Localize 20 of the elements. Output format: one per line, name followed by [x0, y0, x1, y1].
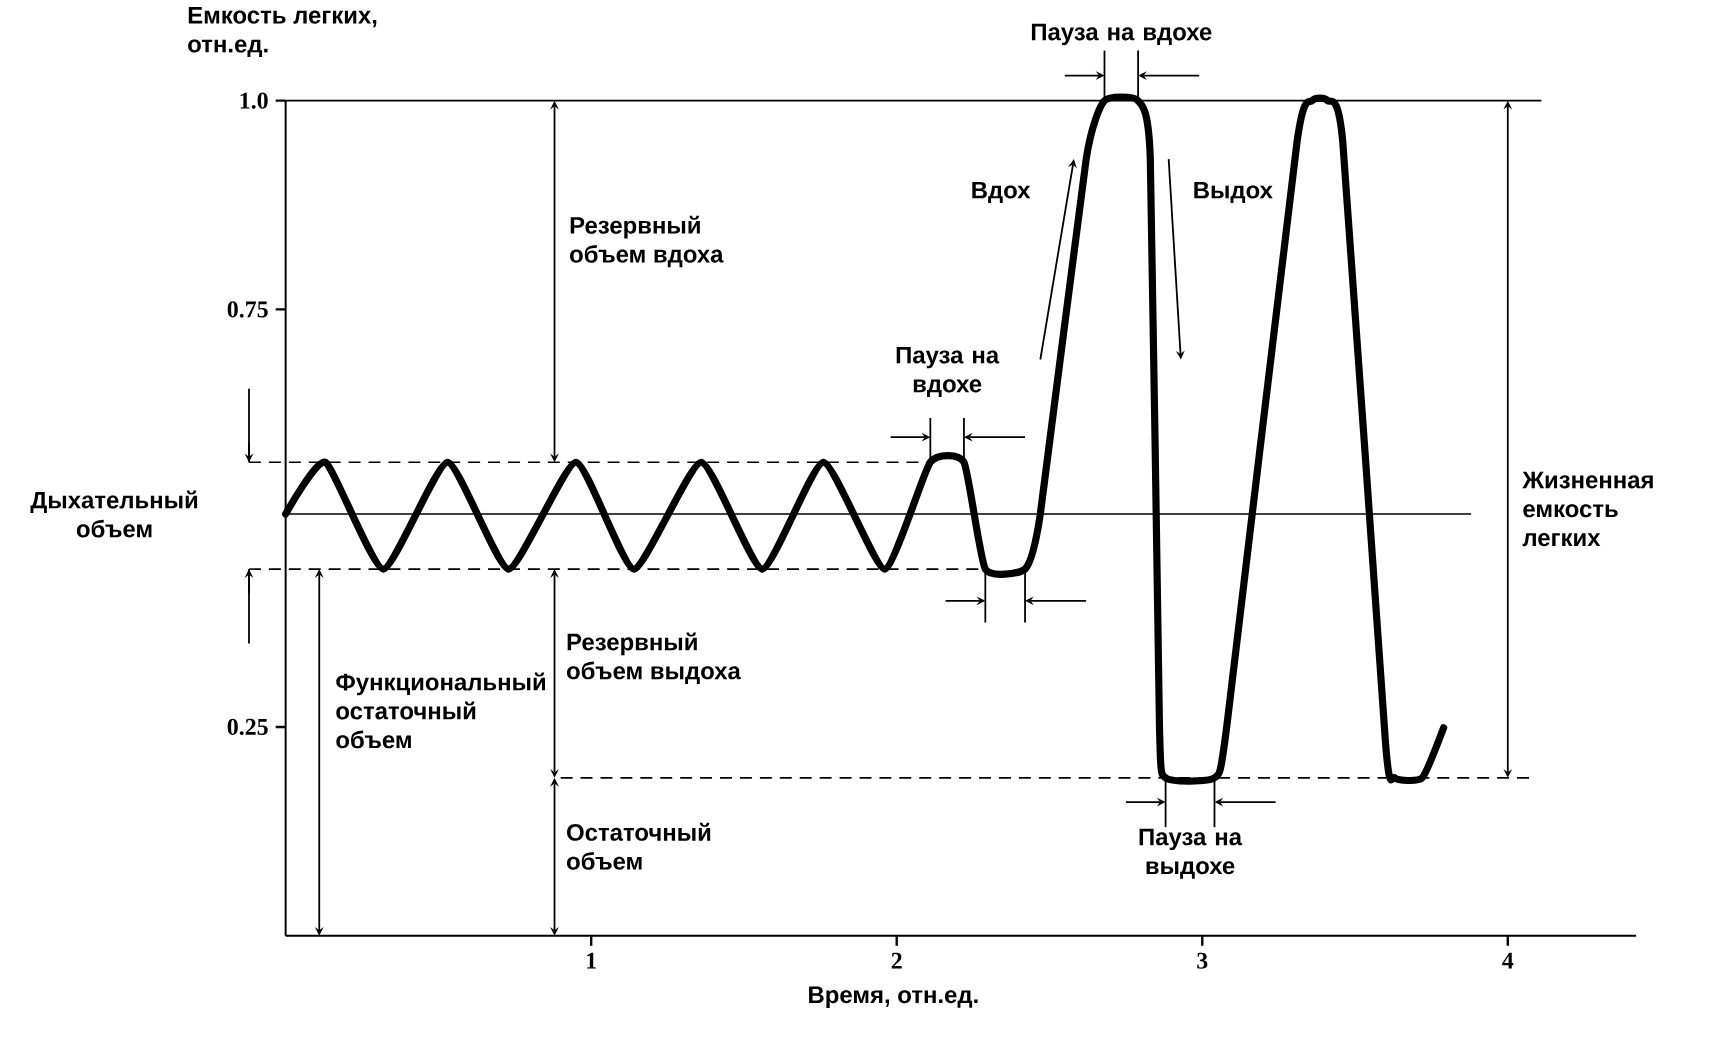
text: Дыхательный объем	[30, 490, 198, 538]
annotation: Пауза на выдохе	[1139, 828, 1243, 879]
annotation: Резервный объем вдоха	[570, 215, 724, 268]
x-axis-title: Время, отн.ед.	[809, 986, 978, 1008]
x-tick-label: 4	[1502, 952, 1514, 969]
annotation: Пауза на вдохе	[1031, 23, 1212, 46]
x-tick-label: 2	[891, 952, 902, 969]
x-tick-label: 3	[1197, 952, 1208, 969]
annotation: Функциональный остаточный объем	[336, 672, 546, 749]
annotation: Жизненная емкость легких	[1522, 471, 1653, 547]
x-tick-label: 1	[587, 952, 596, 969]
annotation: Резервный объем выдоха	[567, 632, 741, 684]
annotation: Выдох	[1194, 181, 1273, 204]
annotation: Остаточный объем	[567, 822, 711, 870]
y-tick-label: 1.0	[240, 92, 268, 109]
y-axis-title: Емкость легких, отн.ед.	[188, 7, 377, 58]
annotation: Пауза на вдохе	[896, 346, 1000, 397]
y-tick-label: 0.75	[227, 301, 268, 318]
y-tick-label: 0.25	[227, 718, 268, 736]
annotation: Вдох	[972, 181, 1031, 204]
